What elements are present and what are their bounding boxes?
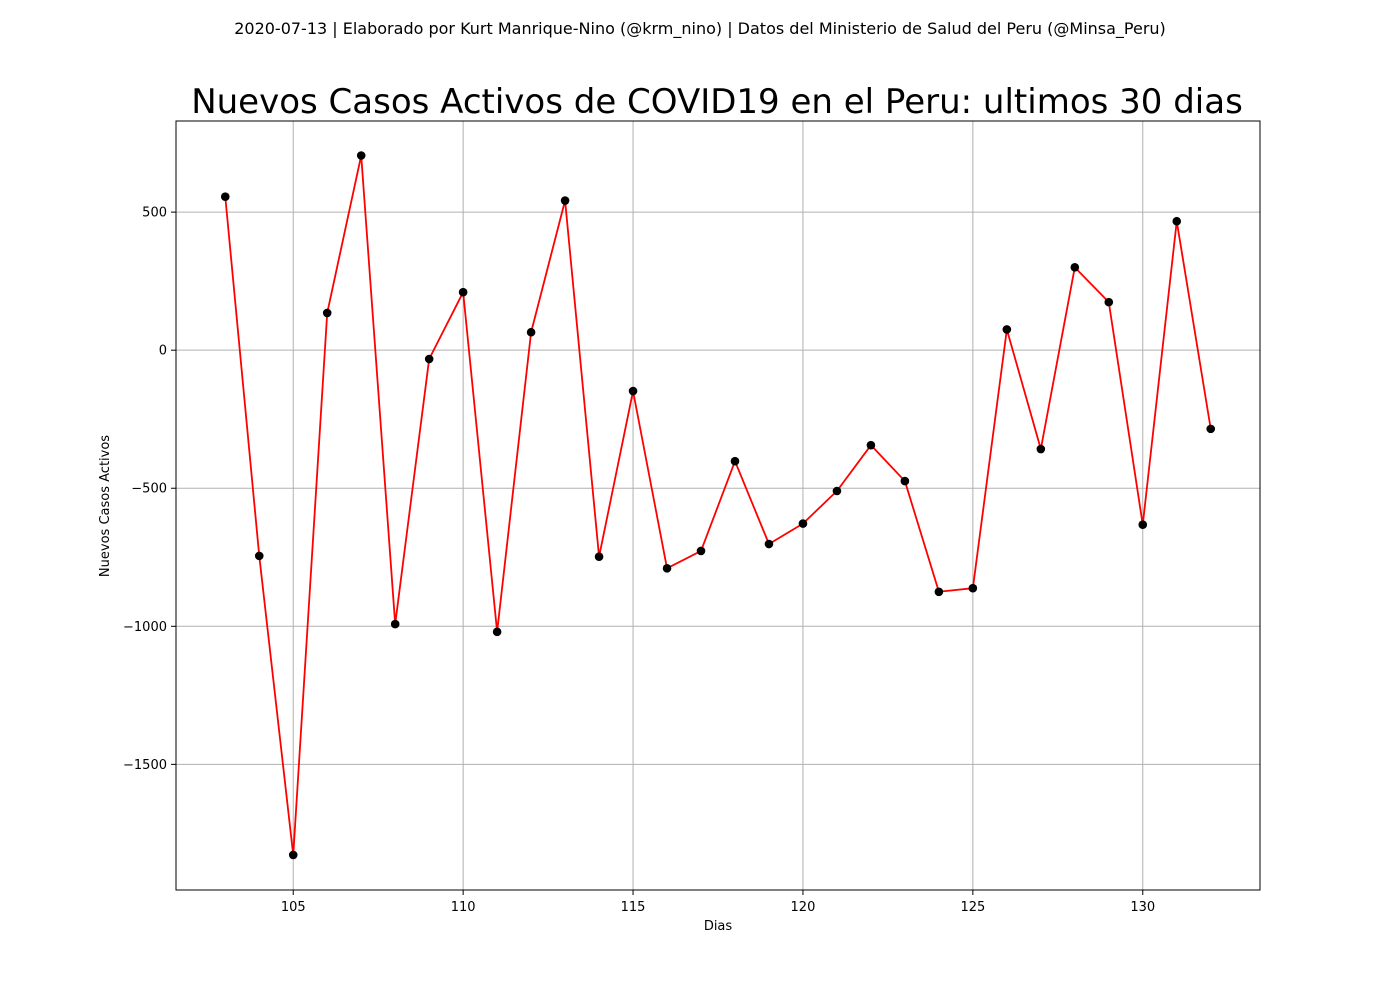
- data-point: [764, 539, 774, 549]
- data-point: [322, 308, 332, 318]
- data-point: [424, 354, 434, 364]
- data-point: [1036, 444, 1046, 454]
- data-point: [594, 552, 604, 562]
- data-point: [1070, 263, 1080, 272]
- data-point: [560, 196, 570, 205]
- data-point: [288, 850, 298, 860]
- chart-title: Nuevos Casos Activos de COVID19 en el Pe…: [191, 82, 1243, 122]
- y-tick-label: −500: [131, 482, 167, 497]
- data-point: [798, 519, 808, 528]
- data-point: [390, 619, 400, 629]
- series-line: [224, 154, 1212, 856]
- series-group: [220, 151, 1216, 860]
- data-point: [1138, 520, 1148, 529]
- grid-lines: [176, 121, 1260, 890]
- x-tick-label: 125: [960, 900, 985, 915]
- x-tick-label: 120: [791, 900, 816, 915]
- data-point: [730, 456, 740, 466]
- x-tick-label: 115: [621, 900, 646, 915]
- y-tick-label: −1500: [123, 758, 167, 773]
- data-point: [934, 587, 944, 597]
- x-tick-label: 105: [281, 900, 306, 915]
- data-point: [1104, 297, 1114, 307]
- x-axis-ticks: 105 110 115 120 125 130: [281, 890, 1155, 915]
- data-point: [866, 440, 876, 450]
- data-point: [1002, 325, 1012, 334]
- chart-suptitle: 2020-07-13 | Elaborado por Kurt Manrique…: [234, 19, 1166, 39]
- x-axis-label: Dias: [704, 919, 733, 934]
- data-point: [356, 151, 366, 160]
- data-point: [492, 627, 502, 637]
- data-point: [1206, 424, 1216, 434]
- plot-frame: [175, 120, 1261, 891]
- y-axis-ticks: 500 0 −500 −1000 −1500: [123, 206, 176, 773]
- y-tick-label: 500: [142, 206, 167, 221]
- data-point: [696, 546, 706, 556]
- x-tick-label: 130: [1130, 900, 1155, 915]
- data-point: [458, 287, 468, 297]
- data-point: [526, 327, 536, 337]
- data-point: [220, 192, 230, 201]
- y-tick-label: −1000: [123, 620, 167, 635]
- data-point: [662, 564, 672, 573]
- data-point: [968, 583, 978, 593]
- data-point: [1172, 216, 1182, 226]
- y-axis-label: Nuevos Casos Activos: [98, 435, 113, 577]
- y-tick-label: 0: [159, 344, 167, 359]
- data-point: [900, 476, 910, 486]
- data-point: [254, 551, 264, 561]
- data-point: [832, 486, 842, 496]
- x-tick-label: 110: [451, 900, 476, 915]
- data-point: [628, 386, 638, 396]
